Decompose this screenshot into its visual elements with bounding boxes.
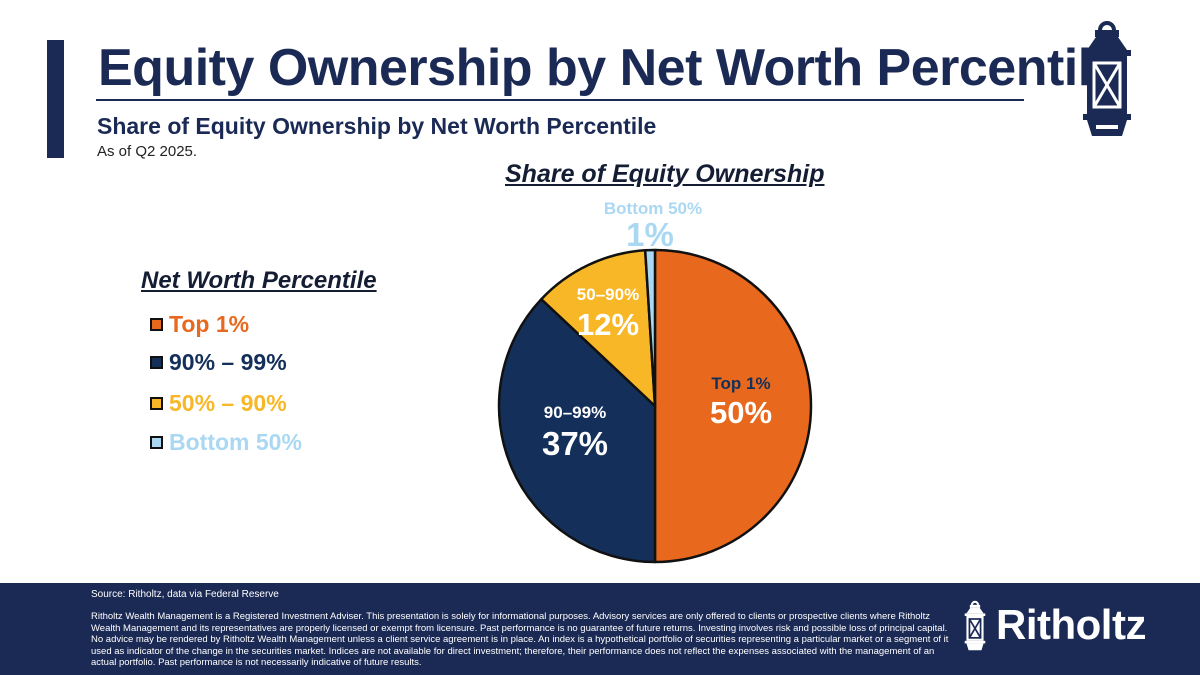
legend-item-top-1: Top 1% — [150, 311, 249, 338]
as-of-date: As of Q2 2025. — [97, 143, 198, 160]
legend-swatch — [150, 397, 163, 410]
legend-title: Net Worth Percentile — [141, 267, 377, 294]
title-accent-bar — [47, 40, 64, 158]
slice-name-label: Bottom 50% — [604, 199, 702, 218]
lantern-icon — [964, 600, 986, 651]
slice-name-label: Top 1% — [711, 374, 770, 393]
legend-label: 90% – 99% — [169, 349, 287, 375]
legend-label: Bottom 50% — [169, 429, 302, 455]
legend-swatch — [150, 356, 163, 369]
pie-slice-50-90 — [540, 249, 657, 408]
disclaimer-text: Ritholtz Wealth Management is a Register… — [91, 611, 949, 669]
pie-slice-top-1 — [653, 248, 813, 564]
legend-item-90-99: 90% – 99% — [150, 349, 287, 376]
chart-title: Share of Equity Ownership — [505, 160, 825, 188]
brand-name: Ritholtz — [996, 601, 1146, 648]
page-title: Equity Ownership by Net Worth Percentile — [98, 39, 1121, 97]
legend-label: 50% – 90% — [169, 390, 287, 416]
legend-item-50-90: 50% – 90% — [150, 390, 287, 417]
slice-name-label: 50–90% — [577, 285, 639, 304]
source-note: Source: Ritholtz, data via Federal Reser… — [91, 589, 279, 600]
slice-name-label: 90–99% — [544, 403, 606, 422]
chart-subtitle: Share of Equity Ownership by Net Worth P… — [97, 113, 657, 139]
slice-value-label: 50% — [710, 395, 772, 430]
pie-slice-bottom-50 — [643, 248, 657, 408]
slice-value-label: 1% — [626, 216, 674, 253]
footer-bar — [0, 583, 1200, 675]
pie-slice-90-99 — [497, 297, 657, 564]
legend-swatch — [150, 318, 163, 331]
pie-chart: Top 1% 50% 90–99% 37% 50–90% 12% Bottom 50%1% — [497, 199, 813, 564]
legend-item-bottom-50: Bottom 50% — [150, 429, 302, 456]
legend-swatch — [150, 436, 163, 449]
title-divider — [96, 99, 1024, 101]
slice-value-label: 12% — [577, 307, 639, 342]
brand-logo: Ritholtz — [960, 598, 1146, 652]
legend-label: Top 1% — [169, 311, 250, 337]
lantern-logo-icon — [1083, 21, 1131, 136]
slice-value-label: 37% — [542, 425, 608, 462]
